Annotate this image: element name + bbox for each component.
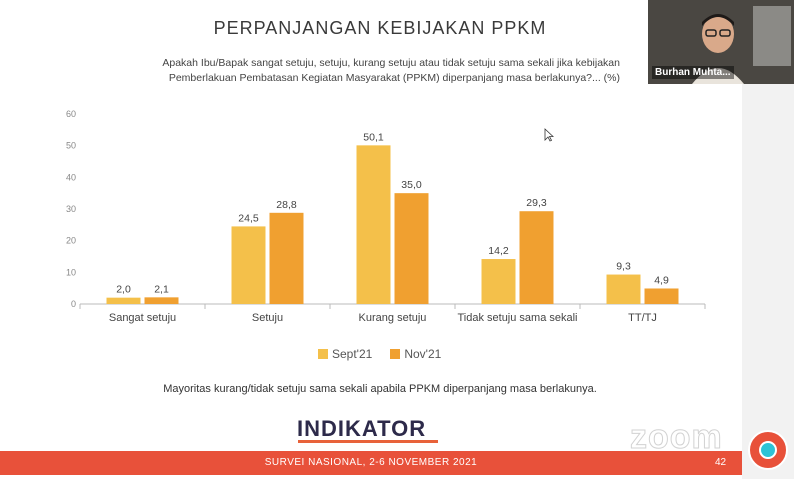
y-tick-label: 40: [66, 172, 76, 182]
data-label: 2,1: [154, 283, 169, 295]
category-label: Sangat setuju: [109, 312, 176, 324]
data-label: 50,1: [363, 131, 384, 143]
footer-text: SURVEI NASIONAL, 2-6 NOVEMBER 2021: [264, 457, 478, 468]
legend-item-sept: Sept'21: [318, 347, 372, 361]
question-line-1: Apakah Ibu/Bapak sangat setuju, setuju, …: [162, 57, 620, 69]
page-number: 42: [715, 457, 727, 468]
legend-swatch-nov: [390, 349, 401, 359]
participant-name: Burhan Muhta...: [652, 66, 734, 79]
y-tick-label: 60: [66, 109, 76, 119]
category-label: Kurang setuju: [359, 312, 427, 324]
data-label: 35,0: [401, 179, 422, 191]
video-background-shelf: [753, 6, 791, 66]
data-label: 14,2: [488, 245, 509, 257]
bar-sept: [231, 226, 266, 304]
chart-footnote: Mayoritas kurang/tidak setuju sama sekal…: [163, 383, 597, 395]
legend-label-sept: Sept'21: [332, 347, 373, 361]
participant-avatar: [692, 14, 744, 84]
data-label: 28,8: [276, 199, 297, 211]
bar-nov: [269, 212, 304, 304]
bar-sept: [356, 145, 391, 304]
bar-nov: [394, 193, 429, 304]
category-label: TT/TJ: [628, 312, 657, 324]
y-tick-label: 10: [66, 267, 76, 277]
data-label: 29,3: [526, 197, 547, 209]
logo-underline: [298, 440, 438, 443]
slide-title: PERPANJANGAN KEBIJAKAN PPKM: [213, 18, 547, 38]
bar-sept: [106, 297, 141, 304]
survey-question: Apakah Ibu/Bapak sangat setuju, setuju, …: [100, 56, 620, 86]
legend-swatch-sept: [318, 349, 328, 359]
bar-sept: [606, 274, 641, 304]
chart-legend: Sept'21 Nov'21: [318, 347, 441, 361]
data-label: 24,5: [238, 212, 259, 224]
category-label: Setuju: [252, 312, 283, 324]
category-label: Tidak setuju sama sekali: [457, 312, 577, 324]
data-label: 4,9: [654, 274, 669, 286]
data-label: 2,0: [116, 284, 131, 296]
mouse-cursor-icon: [544, 128, 554, 142]
zoom-watermark: zoom: [630, 418, 723, 457]
bar-sept: [481, 259, 516, 304]
legend-label-nov: Nov'21: [404, 347, 442, 361]
indikator-logo: INDIKATOR: [297, 416, 427, 441]
video-tile[interactable]: Burhan Muhta...: [648, 0, 794, 84]
y-tick-label: 0: [71, 299, 76, 309]
y-tick-label: 20: [66, 236, 76, 246]
y-tick-label: 50: [66, 141, 76, 151]
y-tick-label: 30: [66, 204, 76, 214]
footer-bar: [0, 451, 742, 475]
bar-chart: 0 10 20 30 40 50 60 2,0 2,1 Sangat setuju 24,5 28,8…: [66, 109, 706, 324]
zoom-badge-icon: [748, 430, 788, 470]
data-label: 9,3: [616, 261, 631, 273]
legend-item-nov: Nov'21: [390, 347, 441, 361]
bar-nov: [519, 211, 554, 304]
question-line-2: Pemberlakuan Pembatasan Kegiatan Masyara…: [168, 72, 620, 84]
bar-nov: [144, 297, 179, 304]
bar-nov: [644, 288, 679, 304]
